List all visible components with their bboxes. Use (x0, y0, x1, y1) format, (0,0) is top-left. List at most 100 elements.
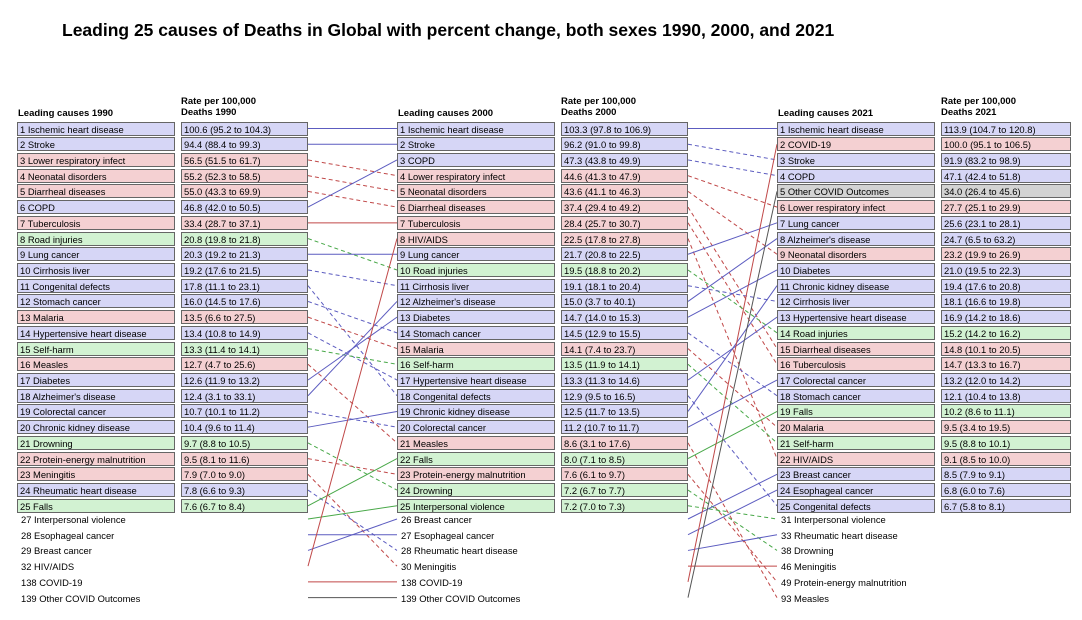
cause-cell: 23 Protein-energy malnutrition (397, 467, 555, 482)
cause-cell: 15 Self-harm (17, 341, 175, 356)
connector-measles (687, 442, 778, 598)
rate-cell: 6.8 (6.0 to 7.6) (941, 483, 1071, 498)
cause-cell: 14 Stomach cancer (397, 325, 555, 340)
rate-header-2021: Rate per 100,000 (941, 96, 1016, 107)
rate-cell: 33.4 (28.7 to 37.1) (181, 215, 308, 230)
extra-cause-label: 32 HIV/AIDS (21, 561, 75, 573)
cause-cell: 1 Ischemic heart disease (397, 121, 555, 136)
connector-hiv-aids (307, 238, 398, 567)
cause-cell: 6 COPD (17, 200, 175, 215)
cause-cell: 7 Lung cancer (777, 215, 935, 230)
rate-cell: 19.5 (18.8 to 20.2) (561, 262, 688, 277)
rate-cell: 14.7 (13.3 to 16.7) (941, 357, 1071, 372)
cause-cell: 12 Alzheimer's disease (397, 294, 555, 309)
cause-cell: 23 Meningitis (17, 467, 175, 482)
cause-cell: 16 Measles (17, 357, 175, 372)
extra-cause-label: 33 Rheumatic heart disease (781, 529, 898, 541)
cause-cell: 16 Tuberculosis (777, 357, 935, 372)
rate-cell: 14.7 (14.0 to 15.3) (561, 310, 688, 325)
connector-falls (687, 411, 778, 460)
rate-cell: 7.6 (6.7 to 8.4) (181, 498, 308, 513)
cause-cell: 19 Falls (777, 404, 935, 419)
cause-cell: 8 Alzheimer's disease (777, 231, 935, 246)
cause-cell: 16 Self-harm (397, 357, 555, 372)
cause-cell: 13 Hypertensive heart disease (777, 310, 935, 325)
extra-cause-label: 49 Protein-energy malnutrition (781, 576, 907, 588)
extra-cause-label: 27 Interpersonal violence (21, 514, 126, 525)
rate-cell: 10.2 (8.6 to 11.1) (941, 404, 1071, 419)
cause-cell: 18 Stomach cancer (777, 388, 935, 403)
extra-cause-label: 38 Drowning (781, 545, 834, 557)
connector-drowning (687, 489, 778, 551)
rate-cell: 17.8 (11.1 to 23.1) (181, 278, 308, 293)
cause-cell: 15 Diarrheal diseases (777, 341, 935, 356)
rate-cell: 44.6 (41.3 to 47.9) (561, 168, 688, 183)
rate-cell: 20.8 (19.8 to 21.8) (181, 231, 308, 246)
cause-cell: 20 Chronic kidney disease (17, 420, 175, 435)
connector-protein-energy-malnutrition (687, 474, 778, 583)
connector-diarrheal-diseases (307, 190, 398, 208)
rate-cell: 19.2 (17.6 to 21.5) (181, 262, 308, 277)
rate-cell: 103.3 (97.8 to 106.9) (561, 121, 688, 136)
cause-cell: 5 Neonatal disorders (397, 184, 555, 199)
rate-cell: 28.4 (25.7 to 30.7) (561, 215, 688, 230)
rate-cell: 23.2 (19.9 to 26.9) (941, 247, 1071, 262)
rate-cell: 13.5 (6.6 to 27.5) (181, 310, 308, 325)
cause-cell: 18 Alzheimer's disease (17, 388, 175, 403)
connector-diarrheal-diseases (687, 206, 778, 349)
connector-copd (307, 159, 398, 208)
cause-cell: 9 Neonatal disorders (777, 247, 935, 262)
extra-cause-label: 31 Interpersonal violence (781, 514, 886, 525)
rate-cell: 14.8 (10.1 to 20.5) (941, 341, 1071, 356)
cause-cell: 1 Ischemic heart disease (777, 121, 935, 136)
rate-cell: 13.2 (12.0 to 14.2) (941, 373, 1071, 388)
connector-congenital-defects (687, 395, 778, 507)
connector-cirrhosis-liver (307, 269, 398, 287)
cause-cell: 6 Lower respiratory infect (777, 200, 935, 215)
rate-cell: 7.8 (6.6 to 9.3) (181, 483, 308, 498)
cause-cell: 11 Congenital defects (17, 278, 175, 293)
cause-cell: 6 Diarrheal diseases (397, 200, 555, 215)
rate-cell: 15.2 (14.2 to 16.2) (941, 325, 1071, 340)
cause-cell: 15 Malaria (397, 341, 555, 356)
connector-esophageal-cancer (687, 489, 778, 536)
rate-cell: 21.7 (20.8 to 22.5) (561, 247, 688, 262)
rate-cell: 22.5 (17.8 to 27.8) (561, 231, 688, 246)
cause-cell: 4 COPD (777, 168, 935, 183)
cause-cell: 23 Breast cancer (777, 467, 935, 482)
rate-cell: 7.2 (6.7 to 7.7) (561, 483, 688, 498)
cause-cell: 9 Lung cancer (17, 247, 175, 262)
connector-road-injuries (687, 269, 778, 334)
cause-cell: 24 Esophageal cancer (777, 483, 935, 498)
connector-stroke (687, 143, 778, 161)
cause-cell: 7 Tuberculosis (17, 215, 175, 230)
cause-cell: 17 Diabetes (17, 373, 175, 388)
cause-cell: 25 Congenital defects (777, 498, 935, 513)
cause-cell: 11 Cirrhosis liver (397, 278, 555, 293)
rate-cell: 9.5 (3.4 to 19.5) (941, 420, 1071, 435)
rate-cell: 13.3 (11.3 to 14.6) (561, 373, 688, 388)
rate-cell: 34.0 (26.4 to 45.6) (941, 184, 1071, 199)
connector-colorectal-cancer (687, 379, 778, 428)
rate-cell: 47.3 (43.8 to 49.9) (561, 152, 688, 167)
rate-cell: 47.1 (42.4 to 51.8) (941, 168, 1071, 183)
rate-cell: 16.9 (14.2 to 18.6) (941, 310, 1071, 325)
cause-cell: 12 Cirrhosis liver (777, 294, 935, 309)
connector-hiv-aids (687, 238, 778, 459)
extra-cause-label: 28 Rheumatic heart disease (401, 545, 518, 557)
rate-cell: 55.0 (43.3 to 69.9) (181, 184, 308, 199)
rate-cell: 12.5 (11.7 to 13.5) (561, 404, 688, 419)
rate-subheader-2000: Deaths 2000 (561, 107, 617, 118)
rate-cell: 12.1 (10.4 to 13.8) (941, 388, 1071, 403)
extra-cause-label: 139 Other COVID Outcomes (401, 592, 521, 604)
rate-cell: 7.6 (6.1 to 9.7) (561, 467, 688, 482)
connector-road-injuries (307, 238, 398, 271)
extra-cause-label: 138 COVID-19 (21, 576, 83, 588)
connector-lower-respiratory-infect (687, 175, 778, 208)
rate-cell: 37.4 (29.4 to 49.2) (561, 200, 688, 215)
connector-breast-cancer (307, 518, 398, 551)
connector-covid-19 (687, 144, 778, 582)
rate-cell: 7.9 (7.0 to 9.0) (181, 467, 308, 482)
cause-cell: 17 Hypertensive heart disease (397, 373, 555, 388)
